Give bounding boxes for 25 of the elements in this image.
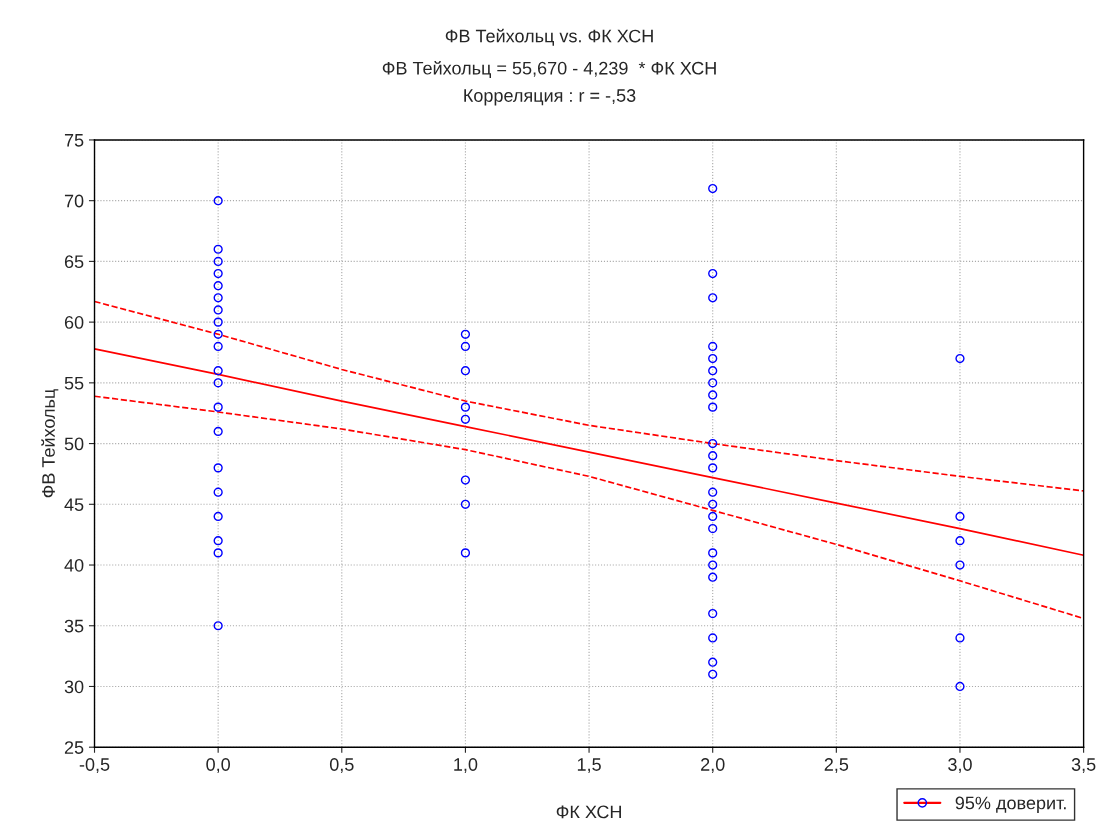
x-tick-label: 2,0 — [701, 758, 725, 774]
chart-subtitle: ФВ Тейхольц = 55,670 - 4,239 * ФК ХСН Корреляция : r = -,53 — [382, 61, 716, 106]
y-tick-label: 30 — [64, 680, 84, 694]
y-tick-label: 50 — [64, 437, 84, 451]
y-axis-title: ФВ Тейхольц — [41, 389, 59, 498]
y-tick-label: 45 — [64, 498, 84, 512]
y-tick-label: 65 — [64, 255, 84, 269]
y-tick-label: 75 — [64, 134, 84, 147]
chart-title: ФВ Тейхольц vs. ФК ХСН — [445, 28, 653, 46]
x-tick-label: 1,0 — [454, 758, 478, 774]
y-tick-label: 60 — [64, 316, 84, 329]
x-axis-title: ФК ХСН — [556, 805, 621, 819]
y-tick-label: 70 — [64, 194, 84, 208]
legend-label: 95% доверит. — [955, 796, 1066, 813]
y-tick-label: 25 — [64, 741, 84, 754]
x-tick-label: 2,5 — [824, 758, 849, 774]
x-tick-label: 3,5 — [1071, 758, 1096, 774]
x-tick-label: 0,5 — [329, 758, 354, 774]
y-tick-label: 55 — [64, 376, 84, 390]
y-tick-label: 40 — [64, 558, 84, 572]
x-tick-label: 1,5 — [577, 758, 601, 774]
y-tick-label: 35 — [64, 619, 84, 633]
x-tick-label: -0,5 — [79, 758, 110, 774]
x-tick-label: 0,0 — [206, 758, 230, 774]
x-tick-label: 3,0 — [948, 758, 972, 774]
